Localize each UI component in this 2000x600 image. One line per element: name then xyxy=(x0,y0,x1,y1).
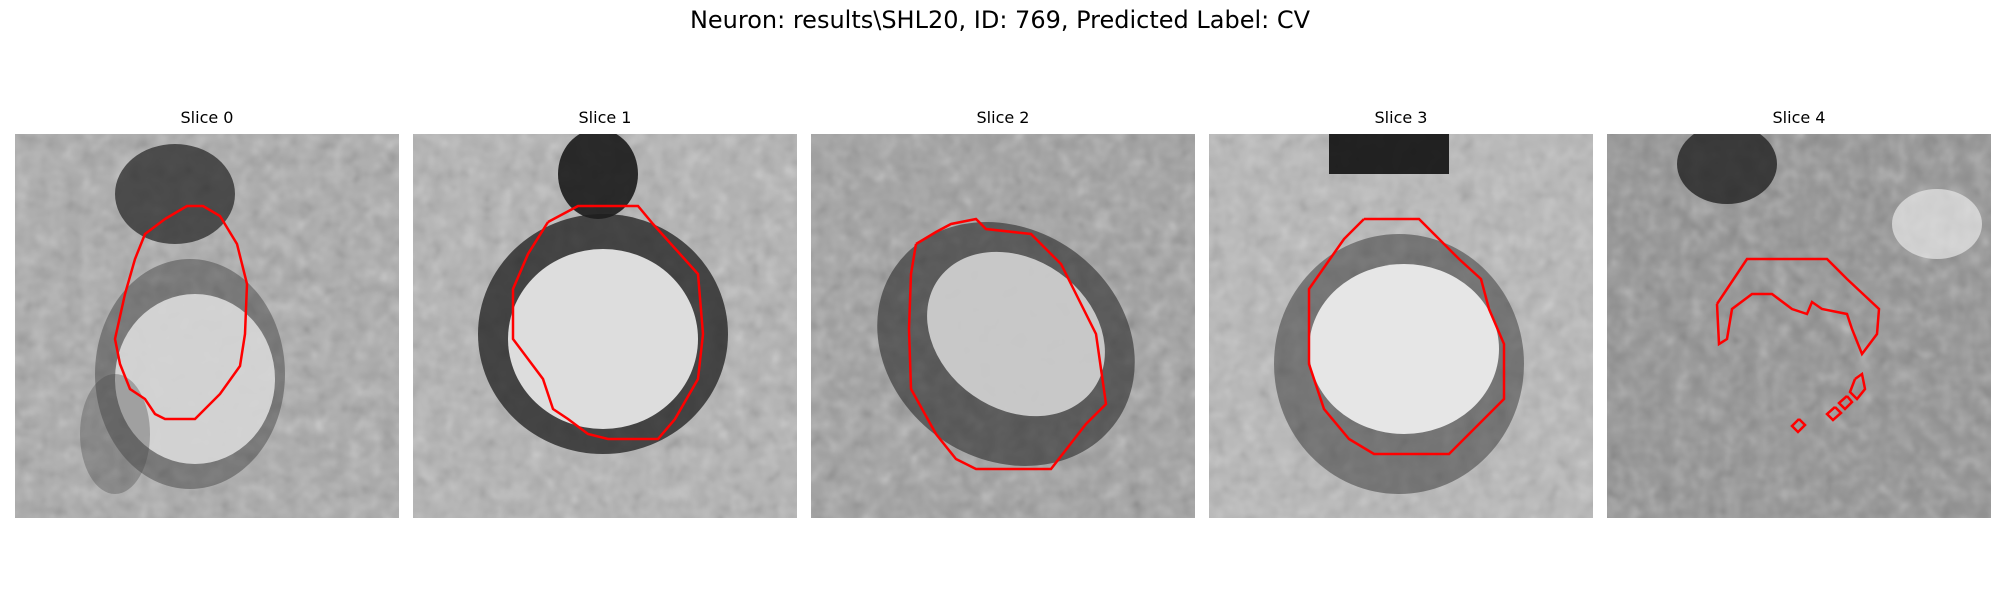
slice-title-3: Slice 3 xyxy=(1374,108,1428,127)
slice-title-1: Slice 1 xyxy=(578,108,632,127)
mask-contour-4b xyxy=(1848,371,1867,401)
mask-contour-3 xyxy=(1307,217,1506,456)
slice-title-2: Slice 2 xyxy=(976,108,1030,127)
slice-title-0: Slice 0 xyxy=(180,108,234,127)
slice-image-0 xyxy=(15,134,399,518)
mask-contour-4e xyxy=(1790,418,1807,434)
slice-image-3 xyxy=(1209,134,1593,518)
mask-contour-4 xyxy=(1715,257,1881,357)
figure-title: Neuron: results\SHL20, ID: 769, Predicte… xyxy=(689,6,1311,34)
mask-contour-4c xyxy=(1837,395,1854,411)
slice-image-1 xyxy=(413,134,797,518)
slice-image-4 xyxy=(1607,134,1991,518)
slice-image-2 xyxy=(811,134,1195,518)
mask-contour-1 xyxy=(511,204,705,441)
slice-title-4: Slice 4 xyxy=(1772,108,1826,127)
mask-contour-4d xyxy=(1825,406,1843,422)
mask-contour-0 xyxy=(113,204,249,421)
mask-contour-2 xyxy=(907,217,1108,471)
